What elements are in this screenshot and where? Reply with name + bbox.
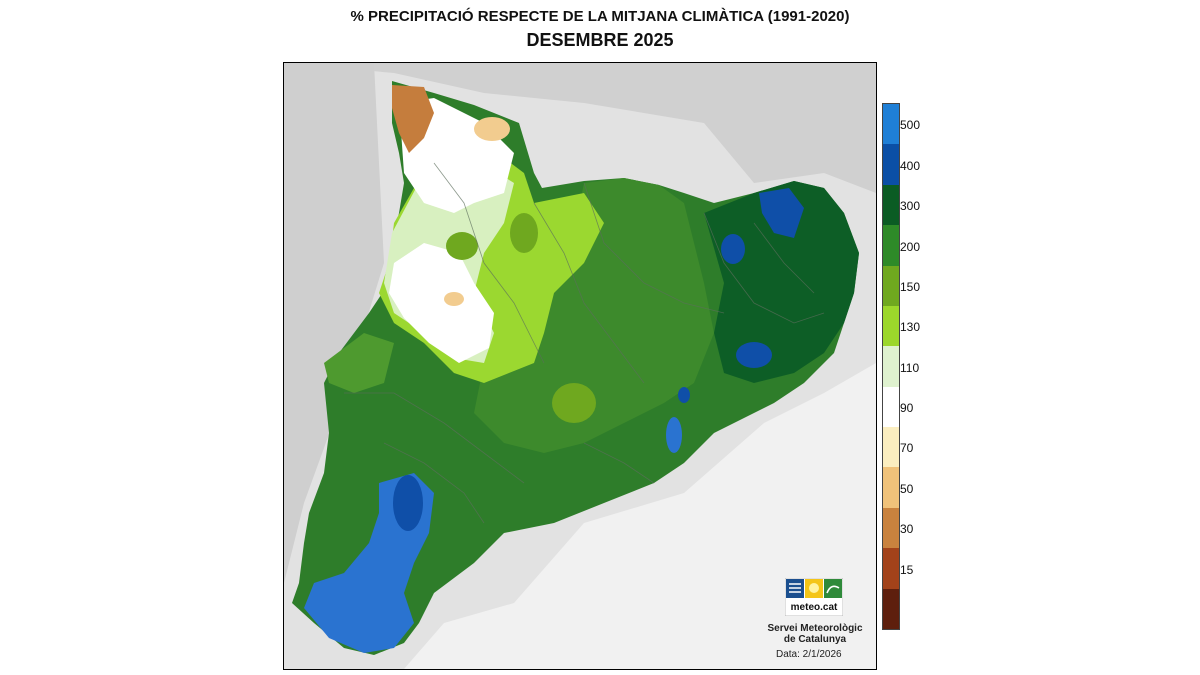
legend-tick-label: 90 [900,401,914,416]
legend-tick-label: 15 [900,562,914,577]
dark-blue-patch-4 [678,387,690,403]
legend-swatch [883,507,899,549]
logo-text: meteo.cat [791,602,838,613]
sea [404,363,876,669]
dark-blue-patch-2 [721,234,745,264]
legend-tick-label: 70 [900,441,914,456]
dark-blue-northeast [759,188,804,238]
legend-swatch [883,588,899,630]
credit-line1: Servei Meteorològic [767,623,863,634]
legend-swatch [883,104,899,145]
legend-tick-label: 400 [900,158,921,173]
map-subtitle: DESEMBRE 2025 [526,30,674,50]
color-legend [882,103,900,630]
legend-tick-label: 130 [900,320,921,335]
tan-patch-1 [474,117,510,141]
relief-west [284,63,384,583]
meteocat-logo: meteo.cat [785,578,843,616]
legend-swatch [883,427,899,468]
legend-swatch [883,184,899,226]
map-date: Data: 2/1/2026 [776,649,842,660]
legend-tick-label: 200 [900,239,921,254]
brown-patch [392,85,434,153]
legend-swatch [883,225,899,267]
map-frame [283,62,877,670]
legend-swatch [883,467,899,509]
legend-swatch [883,265,899,307]
green-patch-3 [552,383,596,423]
blue-patch-coast [666,417,682,453]
legend-tick-label: 500 [900,118,921,133]
credit-line2: de Catalunya [783,634,847,645]
legend-swatch [883,305,899,347]
green-patch-1 [446,232,478,260]
legend-swatch [883,386,899,428]
relief-north [284,63,876,193]
tan-patch-2 [444,292,464,306]
legend-tick-label: 30 [900,522,914,537]
county-borders [344,162,825,524]
legend-swatch [883,346,899,388]
legend-swatch [883,548,899,590]
mid-green-west [324,333,394,393]
dark-blue-patch-1 [393,475,423,531]
dark-green-east [704,181,859,383]
dark-blue-patch-3 [736,342,772,368]
green-patch-2 [510,213,538,253]
mid-green-center [474,178,714,453]
legend-tick-label: 50 [900,481,914,496]
legend-tick-label: 110 [900,360,920,375]
legend-tick-label: 300 [900,199,921,214]
legend-swatch [883,144,899,186]
map-title: % PRECIPITACIÓ RESPECTE DE LA MITJANA CL… [350,8,850,25]
white-zone-center [389,243,494,363]
legend-tick-label: 150 [900,279,921,294]
precipitation-map [284,63,876,669]
